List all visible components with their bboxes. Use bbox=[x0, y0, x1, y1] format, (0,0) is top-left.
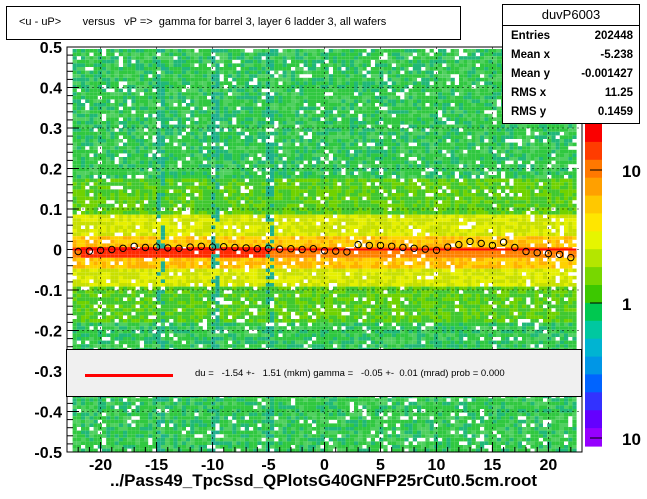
y-tick-label: -0.1 bbox=[34, 283, 62, 300]
profile-point bbox=[309, 245, 317, 253]
profile-point bbox=[287, 245, 295, 253]
profile-point bbox=[343, 248, 351, 256]
stats-title: duvP6003 bbox=[503, 5, 639, 26]
y-tick-label: 0.2 bbox=[40, 162, 62, 179]
stat-label: RMS y bbox=[511, 106, 547, 118]
y-tick-label: -0.4 bbox=[34, 405, 62, 422]
stat-value: 202448 bbox=[594, 30, 633, 42]
profile-point bbox=[119, 244, 127, 253]
z-tick-label: 10 bbox=[622, 162, 641, 181]
x-tick-label: 15 bbox=[484, 457, 502, 474]
profile-point bbox=[130, 242, 138, 251]
profile-point bbox=[320, 247, 329, 255]
z-tick-label: 1 bbox=[622, 295, 631, 314]
profile-point bbox=[399, 243, 407, 252]
x-tick-label: 10 bbox=[428, 457, 446, 474]
stat-value: 0.1459 bbox=[597, 106, 633, 118]
file-path-label: ../Pass49_TpcSsd_QPlotsG40GNFP25rCut0.5c… bbox=[109, 471, 538, 490]
profile-markers bbox=[74, 237, 575, 262]
y-tick-label: -0.5 bbox=[34, 445, 62, 462]
profile-point bbox=[466, 237, 474, 246]
stat-value: -5.238 bbox=[600, 49, 633, 61]
profile-point bbox=[264, 244, 273, 253]
stat-row-mean-y: Mean y -0.001427 bbox=[511, 65, 633, 83]
stat-value: -0.001427 bbox=[581, 68, 633, 80]
legend-text: du = -1.54 +- 1.51 (mkm) gamma = -0.05 +… bbox=[195, 368, 505, 379]
z-tick-label: 10 bbox=[622, 430, 641, 449]
x-tick-label: 20 bbox=[540, 457, 558, 474]
profile-point bbox=[141, 243, 150, 252]
profile-point bbox=[376, 241, 385, 250]
profile-point bbox=[242, 244, 250, 252]
x-tick-label: 5 bbox=[376, 457, 385, 474]
title-box: <u - uP> versus vP => gamma for barrel 3… bbox=[6, 6, 461, 40]
y-tick-label: 0.5 bbox=[40, 40, 62, 57]
stat-row-rms-y: RMS y 0.1459 bbox=[511, 103, 633, 121]
stat-row-rms-x: RMS x 11.25 bbox=[511, 84, 633, 102]
profile-point bbox=[152, 243, 161, 251]
profile-point bbox=[544, 249, 553, 258]
color-palette bbox=[585, 124, 602, 447]
x-tick-label: -15 bbox=[145, 457, 168, 474]
profile-point bbox=[231, 243, 239, 252]
y-tick-label: -0.2 bbox=[34, 324, 62, 341]
profile-point bbox=[488, 241, 497, 250]
profile-point bbox=[74, 247, 82, 256]
stat-label: Entries bbox=[511, 30, 550, 42]
profile-point bbox=[455, 240, 463, 249]
stat-label: Mean y bbox=[511, 68, 550, 80]
y-axis: -0.5 -0.4 -0.3 -0.2 -0.1 0 0.1 0.2 0.3 0.4 0.5 bbox=[34, 40, 79, 462]
stat-row-entries: Entries 202448 bbox=[511, 27, 633, 45]
profile-point bbox=[85, 247, 94, 255]
profile-point bbox=[555, 250, 564, 259]
profile-point bbox=[533, 249, 541, 257]
profile-point bbox=[410, 244, 418, 253]
x-tick-label: -20 bbox=[89, 457, 112, 474]
y-tick-label: 0.3 bbox=[40, 121, 62, 138]
profile-point bbox=[96, 246, 105, 255]
profile-point bbox=[197, 242, 206, 251]
x-tick-label: -5 bbox=[261, 457, 275, 474]
profile-point bbox=[444, 243, 452, 251]
profile-point bbox=[164, 244, 172, 252]
profile-point bbox=[332, 247, 340, 255]
profile-point bbox=[276, 245, 284, 253]
profile-point bbox=[499, 238, 508, 246]
stat-row-mean-x: Mean x -5.238 bbox=[511, 46, 633, 64]
profile-point bbox=[186, 243, 194, 251]
x-tick-label: -10 bbox=[201, 457, 224, 474]
stat-label: RMS x bbox=[511, 87, 547, 99]
y-tick-label: 0.1 bbox=[40, 202, 62, 219]
profile-point bbox=[298, 245, 306, 254]
chart-title: <u - uP> versus vP => gamma for barrel 3… bbox=[19, 16, 387, 28]
profile-point bbox=[511, 243, 519, 252]
stat-label: Mean x bbox=[511, 49, 550, 61]
profile-point bbox=[220, 243, 228, 251]
profile-point bbox=[432, 246, 441, 255]
legend-line-sample bbox=[85, 374, 173, 377]
y-tick-label: 0 bbox=[53, 243, 62, 260]
x-tick-label: 0 bbox=[320, 457, 329, 474]
fit-legend: du = -1.54 +- 1.51 (mkm) gamma = -0.05 +… bbox=[66, 349, 582, 397]
profile-point bbox=[567, 253, 575, 262]
profile-point bbox=[208, 243, 217, 251]
y-tick-label: -0.3 bbox=[34, 364, 62, 381]
profile-point bbox=[108, 245, 116, 254]
stat-value: 11.25 bbox=[604, 87, 633, 99]
profile-point bbox=[365, 241, 373, 250]
profile-point bbox=[477, 239, 485, 248]
stats-box: duvP6003 Entries 202448 Mean x -5.238 Me… bbox=[502, 4, 640, 124]
profile-point bbox=[253, 245, 261, 253]
y-tick-label: 0.4 bbox=[40, 81, 62, 98]
z-axis: 10 1 10 bbox=[590, 162, 641, 449]
profile-point bbox=[388, 242, 396, 251]
x-axis: -20 -15 -10 -5 0 5 10 15 20 bbox=[77, 442, 572, 474]
profile-point bbox=[522, 247, 530, 256]
profile-point bbox=[421, 245, 429, 253]
profile-point bbox=[175, 244, 183, 253]
profile-point bbox=[354, 240, 362, 249]
